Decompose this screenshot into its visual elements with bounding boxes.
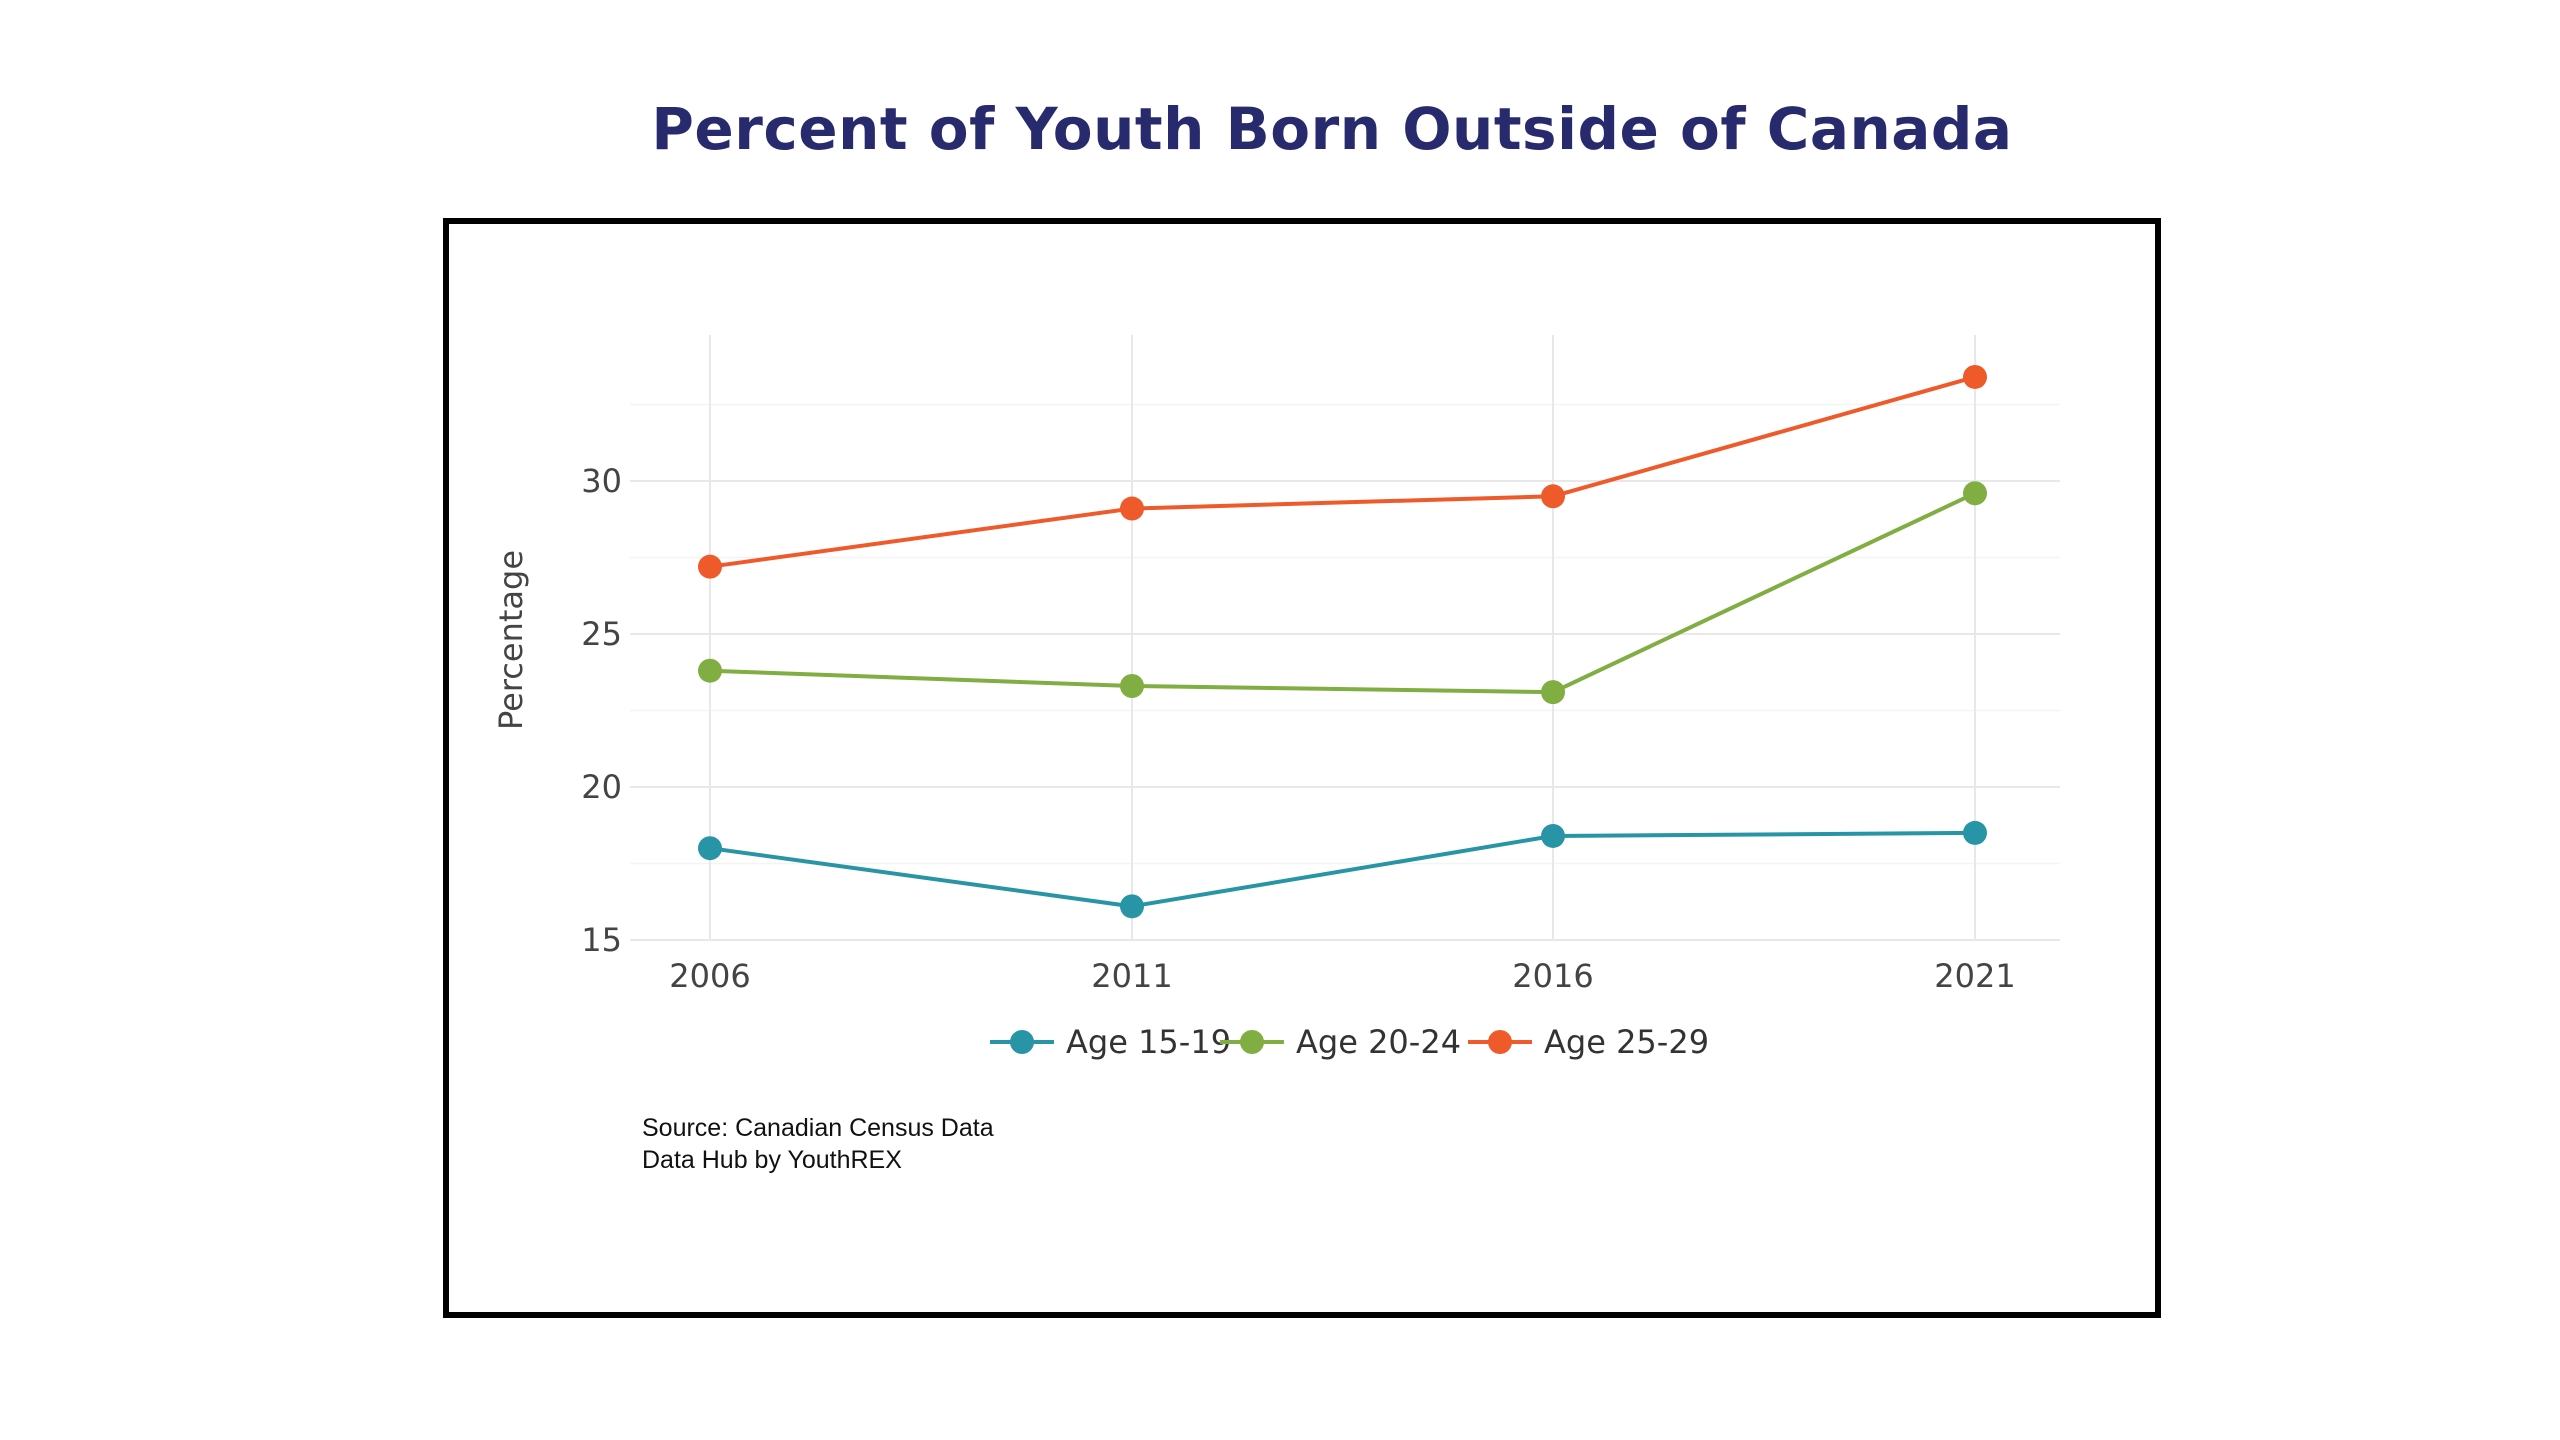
series-age-25-29 <box>698 364 1987 579</box>
data-point <box>1541 484 1565 509</box>
series-age-15-19 <box>698 820 1987 919</box>
series-line <box>709 491 1976 695</box>
legend-label: Age 15-19 <box>1066 1023 1231 1061</box>
data-point <box>1120 894 1144 919</box>
series-age-20-24 <box>698 481 1987 705</box>
y-tick-label: 15 <box>581 921 622 959</box>
legend-item: Age 15-19 <box>990 1023 1231 1061</box>
y-axis-label: Percentage <box>492 550 530 730</box>
legend-marker <box>1240 1030 1264 1054</box>
grid <box>630 335 2060 941</box>
data-point <box>698 836 722 861</box>
legend-marker <box>1010 1030 1034 1054</box>
data-point <box>1541 680 1565 705</box>
y-tick-label: 30 <box>581 462 622 500</box>
x-tick-label: 2016 <box>1512 957 1593 995</box>
y-tick-label: 25 <box>581 615 622 653</box>
chart-frame <box>443 218 2161 1318</box>
page-title: Percent of Youth Born Outside of Canada <box>651 95 2013 163</box>
data-point <box>698 554 722 579</box>
series-line <box>709 375 1976 569</box>
data-point <box>1963 481 1987 506</box>
data-point <box>1120 674 1144 699</box>
data-point <box>1963 820 1987 845</box>
series-line <box>709 830 1976 909</box>
source-line: Data Hub by YouthREX <box>642 1146 902 1174</box>
source-line: Source: Canadian Census Data <box>642 1114 994 1142</box>
data-point <box>1541 823 1565 848</box>
data-point <box>698 658 722 683</box>
legend-label: Age 25-29 <box>1544 1023 1709 1061</box>
legend: Age 15-19 Age 20-24 Age 25-29 <box>990 1023 1709 1061</box>
data-point <box>1963 364 1987 389</box>
legend-item: Age 25-29 <box>1468 1023 1709 1061</box>
source-note: Source: Canadian Census Data Data Hub by… <box>642 1112 994 1176</box>
series <box>698 364 1987 919</box>
y-tick-label: 20 <box>581 768 622 806</box>
x-tick-label: 2006 <box>669 957 750 995</box>
x-tick-label: 2021 <box>1934 957 2015 995</box>
legend-item: Age 20-24 <box>1220 1023 1461 1061</box>
data-point <box>1120 496 1144 521</box>
legend-marker <box>1488 1030 1512 1054</box>
x-tick-labels: 2006 2011 2016 2021 <box>669 957 2015 995</box>
y-tick-labels: 15 20 25 30 <box>581 462 622 959</box>
x-tick-label: 2011 <box>1091 957 1172 995</box>
legend-label: Age 20-24 <box>1296 1023 1461 1061</box>
